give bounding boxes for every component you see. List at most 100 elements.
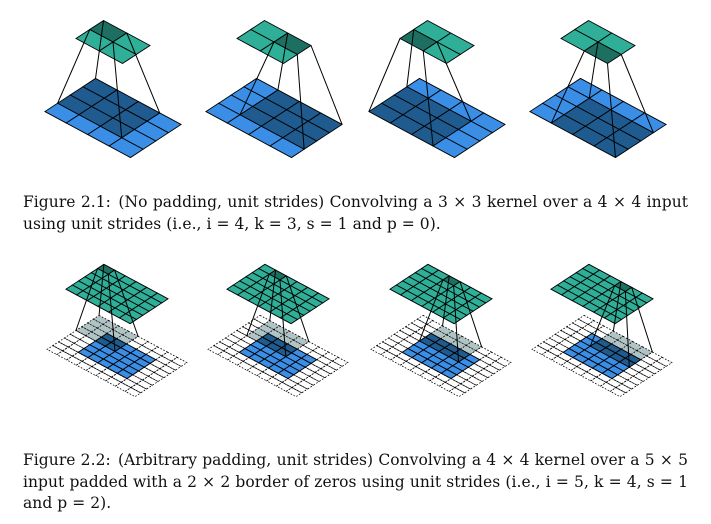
output-grid <box>399 19 475 65</box>
padding-cell <box>628 362 646 373</box>
padding-cell <box>569 331 588 342</box>
projection-line <box>419 279 444 342</box>
padding-cell <box>420 323 438 334</box>
padding-cell <box>104 376 122 387</box>
padding-cell <box>649 360 667 371</box>
padding-cell <box>610 339 628 350</box>
padding-cell <box>626 375 644 386</box>
projection-line <box>246 274 270 336</box>
padding-cell <box>75 360 93 371</box>
padding-cell <box>575 327 593 338</box>
padding-cell <box>257 323 275 334</box>
padding-cell <box>251 327 269 338</box>
output-grid <box>389 263 493 325</box>
padding-cell <box>155 355 173 366</box>
padding-cell <box>587 320 605 331</box>
projection-line <box>589 285 616 347</box>
padding-cell <box>143 362 161 373</box>
padding-cell <box>277 334 295 345</box>
padding-cell <box>556 351 574 362</box>
padding-cell <box>560 326 578 337</box>
projection-line <box>57 29 91 104</box>
padding-cell <box>409 366 427 377</box>
padding-cell <box>102 320 120 331</box>
padding-cell <box>591 329 609 340</box>
padding-cell <box>135 379 154 390</box>
padding-cell <box>298 366 316 377</box>
padding-cell <box>302 375 320 386</box>
padding-cell <box>550 355 568 366</box>
padding-cell <box>542 337 560 348</box>
padding-cell <box>230 330 248 340</box>
padding-cell <box>291 383 309 394</box>
padding-cell <box>376 341 394 352</box>
padding-cell <box>256 371 274 382</box>
padding-cell <box>571 318 589 329</box>
padding-cell <box>100 367 118 378</box>
padding-cell <box>599 381 617 392</box>
padding-cell <box>267 329 285 340</box>
padding-cell <box>90 327 108 338</box>
projection-line <box>75 268 99 331</box>
padding-cell <box>236 360 254 371</box>
padding-cell <box>566 357 584 368</box>
projection-line <box>279 279 287 357</box>
padding-cell <box>296 379 315 390</box>
padding-cell <box>124 387 142 398</box>
convolution-step-1 <box>46 263 188 398</box>
padding-cell <box>75 326 93 337</box>
padding-cell <box>531 345 549 356</box>
padding-cell <box>434 372 452 383</box>
padding-cell <box>469 350 487 361</box>
padding-cell <box>147 372 165 382</box>
padding-cell <box>477 368 495 379</box>
projection-line <box>631 287 653 353</box>
padding-cell <box>46 345 64 356</box>
padding-cell <box>645 351 663 362</box>
projection-line <box>368 38 401 112</box>
projection-line <box>620 54 654 133</box>
padding-cell <box>261 367 279 378</box>
padding-cell <box>644 364 662 375</box>
padding-cell <box>86 318 104 329</box>
padding-cell <box>296 344 314 355</box>
projection-line <box>588 41 599 99</box>
padding-cell <box>576 362 594 373</box>
padding-cell <box>444 378 462 389</box>
padding-cell <box>110 372 128 383</box>
padding-cell <box>325 360 343 371</box>
padding-cell <box>321 351 339 362</box>
padding-cell <box>467 362 485 373</box>
padding-cell <box>615 383 633 394</box>
output-cell <box>603 313 623 325</box>
projection-line <box>607 63 616 158</box>
input-cell <box>269 137 306 159</box>
padding-cell <box>616 335 634 346</box>
padding-cell <box>137 366 155 377</box>
padding-cell <box>306 350 324 361</box>
padding-cell <box>135 344 153 355</box>
projection-lines <box>57 20 161 138</box>
padding-cell <box>616 370 635 381</box>
output-grid <box>560 19 636 65</box>
padding-cell <box>69 330 87 340</box>
padding-cell <box>85 366 103 377</box>
padding-cell <box>141 375 159 386</box>
padding-cell <box>405 357 423 368</box>
padding-cell <box>479 355 497 366</box>
input-grid <box>205 77 343 159</box>
figure-2-1-caption: Figure 2.1: (No padding, unit strides) C… <box>23 192 688 235</box>
output-grid <box>236 19 312 65</box>
projection-lines <box>239 32 343 150</box>
padding-cell <box>585 367 603 378</box>
padding-cell <box>67 342 85 353</box>
figure-2-1-diagram <box>44 19 667 159</box>
padding-cell <box>465 341 483 352</box>
padding-cell <box>224 333 242 344</box>
padding-cell <box>234 339 252 350</box>
padding-cell <box>424 367 442 378</box>
figure-2-2-caption: Figure 2.2: (Arbitrary padding, unit str… <box>23 450 688 515</box>
figure-2-2-label: Figure 2.2: <box>23 451 111 469</box>
convolution-step-1 <box>44 19 182 159</box>
